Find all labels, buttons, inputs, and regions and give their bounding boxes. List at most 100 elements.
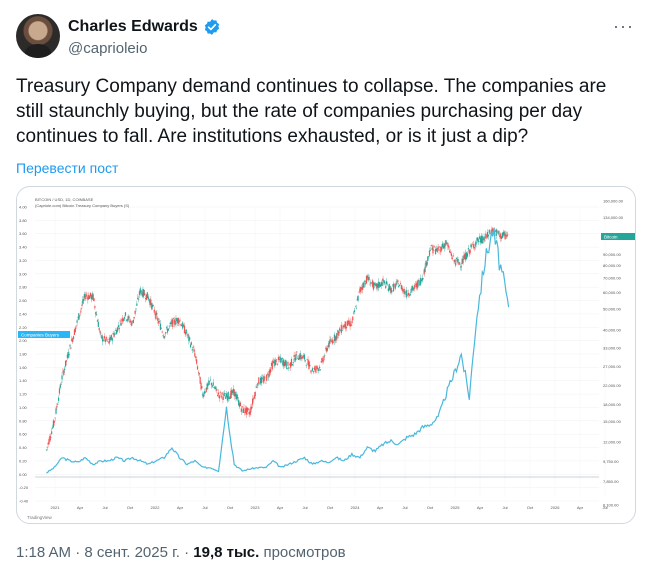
btc-candle-body — [244, 412, 246, 414]
x-tick-label: 2025 — [451, 505, 461, 510]
btc-candle-body — [392, 284, 394, 286]
author-name[interactable]: Charles Edwards — [68, 18, 198, 35]
btc-candle-body — [487, 234, 489, 237]
btc-candle-body — [131, 320, 134, 322]
btc-candle-body — [307, 359, 309, 365]
btc-candle-body — [174, 323, 176, 325]
btc-candle-body — [192, 347, 194, 348]
btc-candle-body — [142, 288, 144, 298]
translate-link[interactable]: Перевести пост — [16, 160, 119, 176]
btc-candle-body — [480, 235, 483, 243]
btc-candle-body — [297, 358, 300, 360]
x-tick-label: Jul — [202, 505, 207, 510]
btc-candle-body — [381, 282, 383, 287]
btc-candle-body — [305, 364, 307, 366]
btc-candle-body — [293, 355, 295, 357]
btc-candle-body — [382, 278, 384, 281]
btc-candle-body — [384, 281, 386, 284]
btc-candle-body — [476, 237, 478, 241]
btc-candle-body — [140, 290, 142, 293]
btc-candle-body — [416, 282, 418, 289]
x-tick-label: 2021 — [51, 505, 61, 510]
btc-candle-body — [166, 328, 169, 333]
btc-candle-body — [375, 283, 377, 287]
x-tick-label: Oct — [327, 505, 334, 510]
btc-candle-body — [62, 370, 64, 372]
btc-candle-body — [427, 256, 429, 262]
btc-candle-body — [311, 368, 314, 371]
btc-candle-body — [60, 384, 62, 385]
btc-candle-body — [328, 340, 330, 348]
btc-candle-body — [365, 283, 367, 285]
btc-candle-body — [122, 317, 124, 322]
tweet-header: Charles Edwards @caprioleio ··· — [16, 14, 634, 64]
more-options-icon[interactable]: ··· — [613, 16, 634, 36]
btc-candle-body — [57, 404, 59, 405]
author-handle[interactable]: @caprioleio — [68, 40, 148, 57]
tweet-time[interactable]: 1:18 AM — [16, 544, 72, 561]
btc-candle-body — [232, 388, 234, 394]
btc-candle-body — [241, 406, 243, 408]
left-tick-label: 1.80 — [19, 352, 28, 357]
left-tick-label: 3.80 — [19, 218, 28, 223]
btc-candle-body — [161, 331, 163, 333]
btc-candle-body — [442, 245, 445, 249]
btc-candle-body — [233, 389, 235, 397]
btc-candle-body — [271, 362, 273, 370]
btc-candle-body — [158, 321, 160, 324]
btc-candle-body — [200, 383, 202, 390]
avatar[interactable] — [16, 14, 60, 58]
btc-candle-body — [475, 241, 477, 245]
btc-candle-body — [378, 281, 380, 289]
btc-candle-body — [145, 298, 147, 300]
btc-candle-body — [117, 325, 119, 328]
btc-candle-body — [75, 325, 77, 327]
x-tick-label: 2022 — [151, 505, 161, 510]
btc-candle-body — [46, 446, 48, 448]
btc-candle-body — [391, 290, 393, 293]
btc-candle-body — [337, 330, 339, 333]
btc-candle-body — [360, 287, 363, 290]
right-tick-label: 134,000.00 — [603, 215, 624, 220]
btc-candle-body — [274, 359, 276, 367]
btc-candle-body — [96, 314, 98, 316]
btc-candle-body — [219, 391, 221, 393]
btc-candle-body — [270, 362, 273, 366]
btc-candle-body — [225, 396, 227, 399]
btc-candle-body — [450, 253, 453, 257]
chart-image[interactable]: 4.00 3.80 3.60 3.40 3.20 3.00 2.80 2.60 2.40 2.20… — [16, 186, 636, 524]
btc-candle-body — [394, 284, 396, 289]
btc-candle-body — [489, 232, 491, 234]
btc-candle-body — [441, 243, 444, 247]
btc-candle-body — [111, 338, 113, 341]
btc-candle-body — [273, 361, 275, 364]
btc-candle-body — [129, 320, 131, 323]
btc-candle-body — [179, 320, 181, 321]
btc-candle-body — [171, 320, 173, 325]
x-tick-label: 2024 — [351, 505, 361, 510]
btc-candle-body — [360, 286, 362, 292]
tweet-date[interactable]: 8 сент. 2025 г. — [84, 544, 180, 561]
btc-candle-body — [479, 236, 481, 239]
btc-candle-body — [61, 375, 63, 380]
btc-candle-body — [414, 283, 417, 285]
btc-candle-body — [479, 237, 482, 243]
btc-candle-body — [240, 408, 242, 412]
btc-candle-body — [289, 363, 291, 365]
btc-candle-body — [399, 283, 402, 284]
btc-candle-body — [329, 339, 331, 344]
btc-candle-body — [121, 318, 123, 322]
btc-candle-body — [420, 279, 423, 282]
x-tick-label: 2026 — [551, 505, 561, 510]
btc-candle-body — [97, 321, 99, 328]
btc-candle-body — [252, 398, 255, 400]
btc-candle-body — [332, 341, 335, 343]
btc-candle-body — [231, 390, 234, 393]
btc-candle-body — [439, 246, 441, 248]
btc-candle-body — [289, 362, 292, 368]
btc-candle-body — [100, 333, 102, 335]
btc-candle-body — [284, 360, 286, 366]
btc-candle-body — [434, 249, 437, 255]
btc-candle-body — [101, 335, 103, 339]
btc-candle-body — [199, 377, 201, 384]
